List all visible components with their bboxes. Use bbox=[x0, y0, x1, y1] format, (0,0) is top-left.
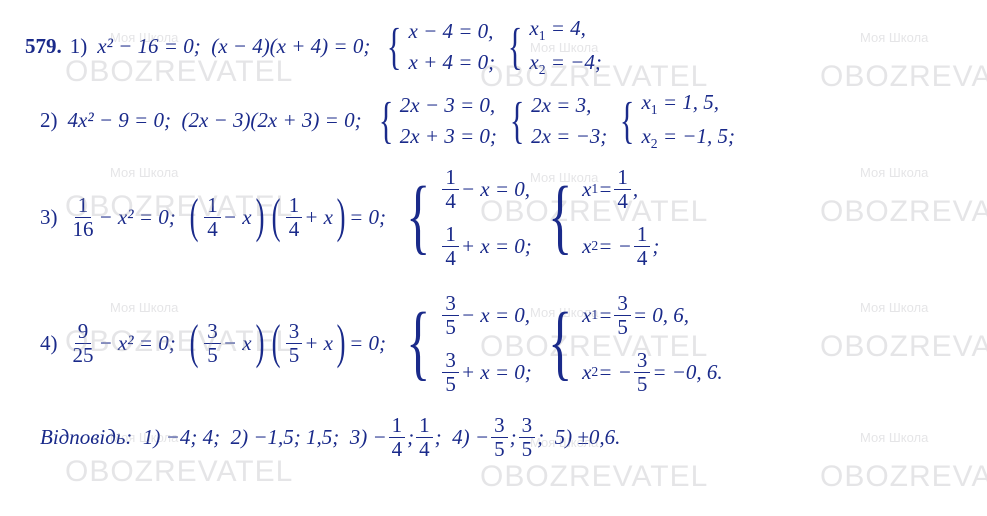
system-brace: { x − 4 = 0, x + 4 = 0; bbox=[382, 18, 495, 77]
equation: 925 − x² = 0; (35 − x)(35 + x) = 0; bbox=[68, 321, 387, 366]
system-brace: { x1 = 35 = 0, 6, x2 = −35 = −0, 6. bbox=[540, 289, 723, 399]
system-brace: { x1 = 4, x2 = −4; bbox=[503, 15, 602, 79]
answer-label: Відповідь: bbox=[40, 425, 132, 450]
part-label: 1) bbox=[70, 34, 88, 59]
problem-number: 579. bbox=[25, 34, 62, 59]
system-brace: { 2x − 3 = 0, 2x + 3 = 0; bbox=[374, 92, 497, 151]
watermark-big: OBOZREVATEL bbox=[65, 455, 293, 489]
answer-4: 4) −35; 35; bbox=[452, 415, 544, 460]
system-brace: { 14 − x = 0, 14 + x = 0; bbox=[398, 163, 532, 273]
answer-5: 5) ±0,6. bbox=[555, 425, 621, 450]
watermark-big: OBOZREVATEL bbox=[820, 460, 987, 494]
system-brace: { x1 = 1, 5, x2 = −1, 5; bbox=[615, 89, 735, 153]
equation: 116 − x² = 0; (14 − x)(14 + x) = 0; bbox=[68, 195, 387, 240]
answer-3: 3) −14; 14; bbox=[350, 415, 442, 460]
answer-1: 1) −4; 4; bbox=[143, 425, 220, 450]
equation: x² − 16 = 0; (x − 4)(x + 4) = 0; bbox=[97, 34, 370, 59]
problem-part-2: 2) 4x² − 9 = 0; (2x − 3)(2x + 3) = 0; { … bbox=[25, 89, 962, 153]
part-label: 4) bbox=[40, 331, 58, 356]
problem-part-1: 579. 1) x² − 16 = 0; (x − 4)(x + 4) = 0;… bbox=[25, 15, 962, 79]
problem-part-3: 3) 116 − x² = 0; (14 − x)(14 + x) = 0; {… bbox=[25, 163, 962, 273]
system-brace: { x1 = 14, x2 = −14; bbox=[540, 163, 660, 273]
equation: 4x² − 9 = 0; (2x − 3)(2x + 3) = 0; bbox=[68, 108, 362, 133]
answer-2: 2) −1,5; 1,5; bbox=[231, 425, 340, 450]
system-brace: { 35 − x = 0, 35 + x = 0; bbox=[398, 289, 532, 399]
system-brace: { 2x = 3, 2x = −3; bbox=[505, 92, 607, 151]
watermark-big: OBOZREVATEL bbox=[480, 460, 708, 494]
problem-part-4: 4) 925 − x² = 0; (35 − x)(35 + x) = 0; {… bbox=[25, 289, 962, 399]
part-label: 2) bbox=[40, 108, 58, 133]
answer-line: Відповідь: 1) −4; 4; 2) −1,5; 1,5; 3) −1… bbox=[25, 415, 962, 460]
part-label: 3) bbox=[40, 205, 58, 230]
